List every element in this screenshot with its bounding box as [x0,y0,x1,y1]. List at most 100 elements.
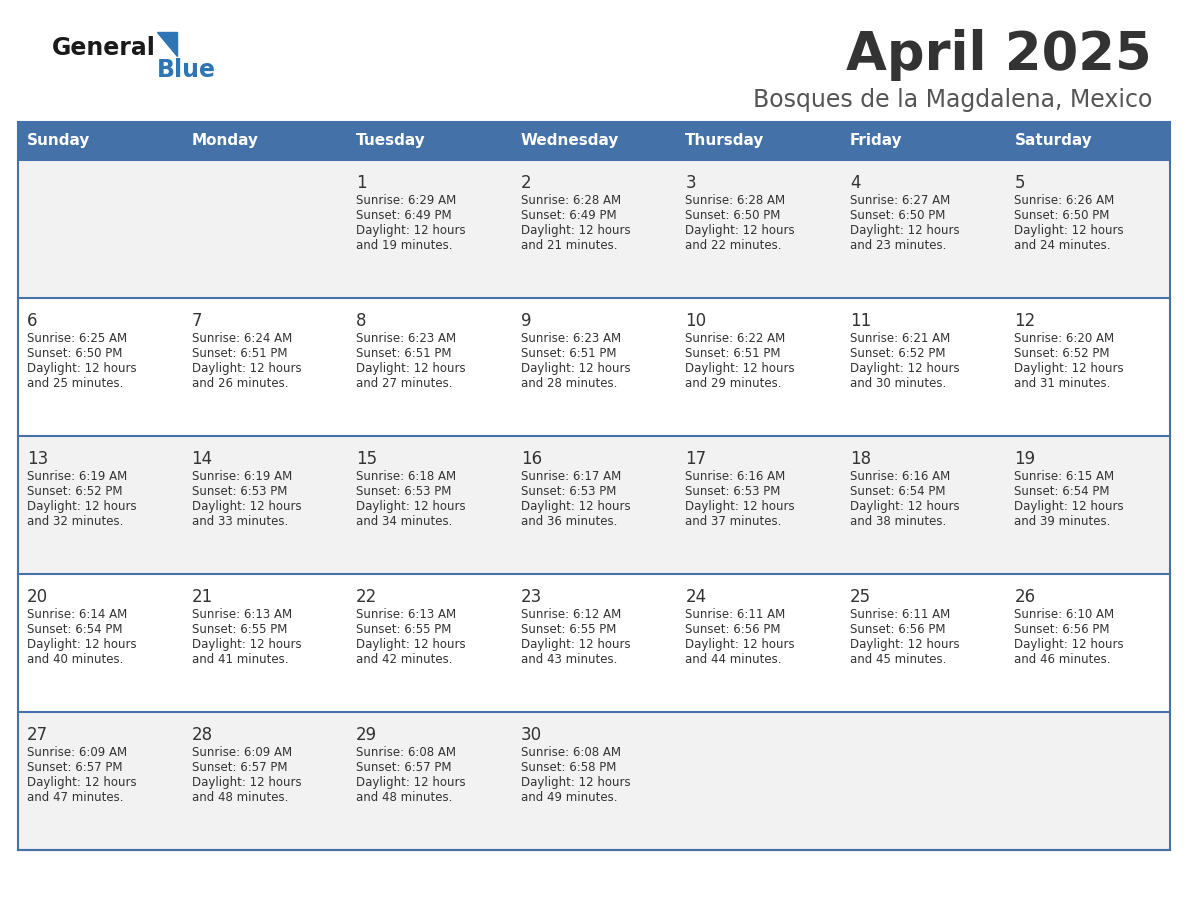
Text: and 30 minutes.: and 30 minutes. [849,377,946,390]
Bar [18,712,1170,850]
Text: Sunrise: 6:28 AM: Sunrise: 6:28 AM [520,194,621,207]
Text: Daylight: 12 hours: Daylight: 12 hours [849,500,960,513]
Text: and 42 minutes.: and 42 minutes. [356,653,453,666]
Text: Sunset: 6:49 PM: Sunset: 6:49 PM [356,209,451,222]
Text: Sunset: 6:57 PM: Sunset: 6:57 PM [356,761,451,774]
Text: Sunrise: 6:21 AM: Sunrise: 6:21 AM [849,332,950,345]
Text: Sunset: 6:54 PM: Sunset: 6:54 PM [27,623,122,636]
Text: Sunset: 6:54 PM: Sunset: 6:54 PM [1015,485,1110,498]
Text: Sunrise: 6:16 AM: Sunrise: 6:16 AM [685,470,785,483]
Text: Sunrise: 6:10 AM: Sunrise: 6:10 AM [1015,608,1114,621]
Polygon shape [157,32,177,56]
Text: 13: 13 [27,450,49,468]
Text: 19: 19 [1015,450,1036,468]
Text: Sunrise: 6:29 AM: Sunrise: 6:29 AM [356,194,456,207]
Text: General: General [52,36,156,60]
Text: 12: 12 [1015,312,1036,330]
Text: Sunset: 6:55 PM: Sunset: 6:55 PM [520,623,617,636]
Text: and 24 minutes.: and 24 minutes. [1015,239,1111,252]
Text: 23: 23 [520,588,542,606]
Text: and 47 minutes.: and 47 minutes. [27,791,124,804]
Text: Daylight: 12 hours: Daylight: 12 hours [520,224,631,237]
Text: and 21 minutes.: and 21 minutes. [520,239,618,252]
Text: Daylight: 12 hours: Daylight: 12 hours [191,500,302,513]
Text: Sunset: 6:50 PM: Sunset: 6:50 PM [849,209,946,222]
Text: Daylight: 12 hours: Daylight: 12 hours [1015,224,1124,237]
Text: Sunset: 6:50 PM: Sunset: 6:50 PM [27,347,122,360]
Text: 15: 15 [356,450,378,468]
Text: Sunset: 6:55 PM: Sunset: 6:55 PM [191,623,287,636]
Text: Daylight: 12 hours: Daylight: 12 hours [1015,638,1124,651]
Text: 2: 2 [520,174,531,192]
Text: Sunrise: 6:11 AM: Sunrise: 6:11 AM [849,608,950,621]
Text: 29: 29 [356,726,378,744]
Text: Sunset: 6:58 PM: Sunset: 6:58 PM [520,761,617,774]
Text: Sunrise: 6:26 AM: Sunrise: 6:26 AM [1015,194,1114,207]
Text: Daylight: 12 hours: Daylight: 12 hours [27,638,137,651]
Text: 22: 22 [356,588,378,606]
Text: Sunset: 6:53 PM: Sunset: 6:53 PM [685,485,781,498]
Text: Thursday: Thursday [685,133,765,149]
Text: Sunrise: 6:19 AM: Sunrise: 6:19 AM [27,470,127,483]
Text: 24: 24 [685,588,707,606]
Text: Sunrise: 6:18 AM: Sunrise: 6:18 AM [356,470,456,483]
Text: Sunrise: 6:15 AM: Sunrise: 6:15 AM [1015,470,1114,483]
Text: Sunrise: 6:12 AM: Sunrise: 6:12 AM [520,608,621,621]
Text: Sunrise: 6:27 AM: Sunrise: 6:27 AM [849,194,950,207]
Text: Sunset: 6:53 PM: Sunset: 6:53 PM [356,485,451,498]
Text: and 38 minutes.: and 38 minutes. [849,515,946,528]
Text: 21: 21 [191,588,213,606]
Text: Tuesday: Tuesday [356,133,425,149]
Text: and 26 minutes.: and 26 minutes. [191,377,287,390]
Text: 26: 26 [1015,588,1036,606]
Text: and 45 minutes.: and 45 minutes. [849,653,946,666]
Text: Sunset: 6:54 PM: Sunset: 6:54 PM [849,485,946,498]
Text: Daylight: 12 hours: Daylight: 12 hours [191,776,302,789]
Text: Sunday: Sunday [27,133,90,149]
Text: Daylight: 12 hours: Daylight: 12 hours [27,776,137,789]
Text: Sunrise: 6:24 AM: Sunrise: 6:24 AM [191,332,292,345]
Text: Sunset: 6:51 PM: Sunset: 6:51 PM [685,347,781,360]
Text: and 25 minutes.: and 25 minutes. [27,377,124,390]
Text: Sunset: 6:55 PM: Sunset: 6:55 PM [356,623,451,636]
Text: and 39 minutes.: and 39 minutes. [1015,515,1111,528]
Text: Sunset: 6:53 PM: Sunset: 6:53 PM [520,485,617,498]
Text: Daylight: 12 hours: Daylight: 12 hours [849,224,960,237]
Text: Daylight: 12 hours: Daylight: 12 hours [685,638,795,651]
Text: 8: 8 [356,312,367,330]
Text: April 2025: April 2025 [846,29,1152,81]
Text: Sunrise: 6:25 AM: Sunrise: 6:25 AM [27,332,127,345]
Text: Daylight: 12 hours: Daylight: 12 hours [356,500,466,513]
Text: Sunrise: 6:20 AM: Sunrise: 6:20 AM [1015,332,1114,345]
Text: 7: 7 [191,312,202,330]
Bar [1005,122,1170,160]
Text: Sunset: 6:51 PM: Sunset: 6:51 PM [356,347,451,360]
Text: Sunset: 6:50 PM: Sunset: 6:50 PM [685,209,781,222]
Bar [347,122,512,160]
Text: and 33 minutes.: and 33 minutes. [191,515,287,528]
Text: Daylight: 12 hours: Daylight: 12 hours [191,362,302,375]
Bar [18,298,1170,436]
Text: Daylight: 12 hours: Daylight: 12 hours [356,362,466,375]
Text: Blue: Blue [157,58,216,82]
Text: and 34 minutes.: and 34 minutes. [356,515,453,528]
Text: Sunset: 6:56 PM: Sunset: 6:56 PM [1015,623,1110,636]
Text: Daylight: 12 hours: Daylight: 12 hours [520,362,631,375]
Text: 10: 10 [685,312,707,330]
Text: 28: 28 [191,726,213,744]
Text: Sunrise: 6:22 AM: Sunrise: 6:22 AM [685,332,785,345]
Text: Daylight: 12 hours: Daylight: 12 hours [520,638,631,651]
Text: Sunset: 6:57 PM: Sunset: 6:57 PM [27,761,122,774]
Text: and 48 minutes.: and 48 minutes. [191,791,287,804]
Text: and 37 minutes.: and 37 minutes. [685,515,782,528]
Text: Sunrise: 6:11 AM: Sunrise: 6:11 AM [685,608,785,621]
Bar [512,122,676,160]
Bar [841,122,1005,160]
Bar [18,122,183,160]
Text: Sunset: 6:56 PM: Sunset: 6:56 PM [685,623,781,636]
Text: Daylight: 12 hours: Daylight: 12 hours [356,638,466,651]
Text: 25: 25 [849,588,871,606]
Text: and 23 minutes.: and 23 minutes. [849,239,946,252]
Text: Daylight: 12 hours: Daylight: 12 hours [1015,362,1124,375]
Text: Daylight: 12 hours: Daylight: 12 hours [520,776,631,789]
